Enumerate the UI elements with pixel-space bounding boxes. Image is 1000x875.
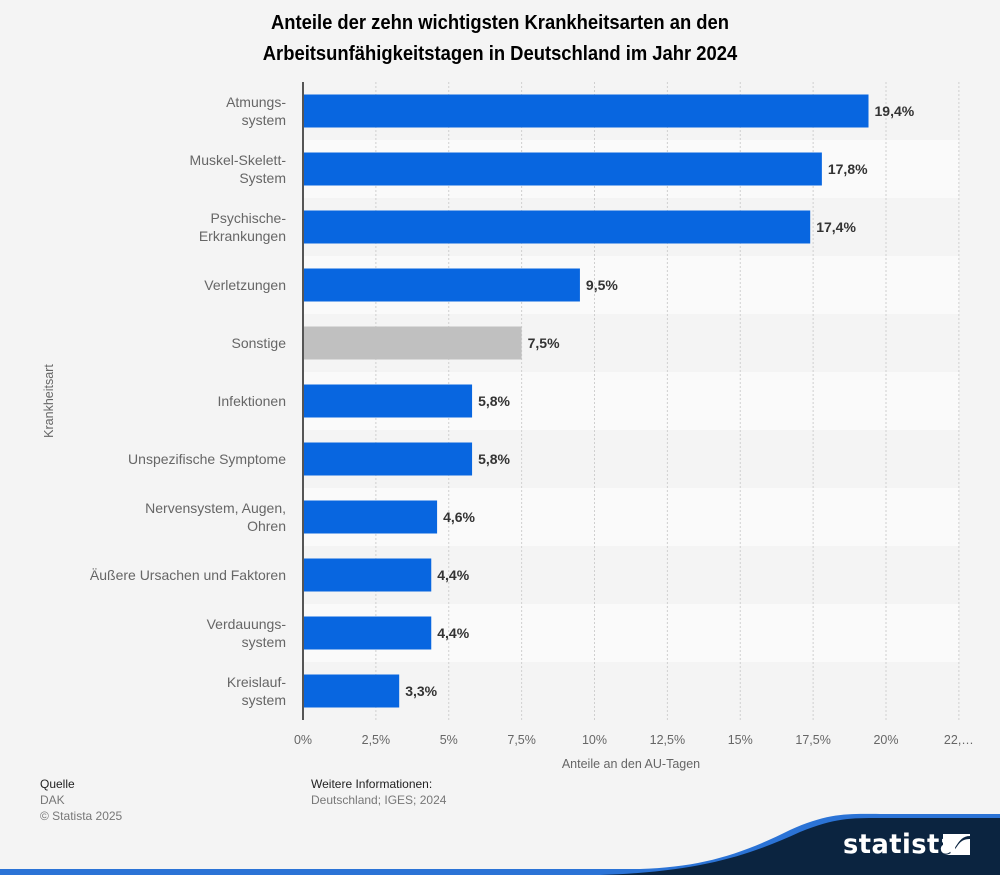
value-label: 9,5% (586, 277, 618, 293)
info-heading: Weitere Informationen: (311, 777, 433, 791)
bar (303, 268, 580, 302)
value-label: 19,4% (875, 103, 915, 119)
bar (303, 94, 869, 128)
x-tick-label: 12,5% (650, 733, 685, 747)
category-label: Sonstige (232, 335, 287, 351)
category-label: Atmungs-system (226, 94, 286, 128)
chart-title: Anteile der zehn wichtigsten Krankheitsa… (40, 8, 960, 70)
source-value[interactable]: DAK (40, 793, 65, 807)
bar (303, 326, 522, 360)
bar (303, 442, 473, 476)
x-tick-label: 5% (440, 733, 458, 747)
value-label: 5,8% (478, 393, 510, 409)
category-label-line: Nervensystem, Augen, (145, 500, 286, 516)
category-label-line: Sonstige (232, 335, 287, 351)
copyright: © Statista 2025 (40, 809, 123, 823)
x-tick-label: 7,5% (507, 733, 536, 747)
statista-logo-text[interactable]: statista (843, 829, 958, 860)
category-label: Kreislauf-system (227, 674, 286, 708)
category-label-line: System (239, 170, 286, 186)
bar (303, 558, 432, 592)
row-stripe (303, 662, 959, 720)
statista-logo-icon[interactable] (943, 834, 970, 855)
x-axis-title: Anteile an den AU-Tagen (562, 757, 700, 771)
x-tick-label: 0% (294, 733, 312, 747)
info-value: Deutschland; IGES; 2024 (311, 793, 447, 807)
category-label-line: Verletzungen (204, 277, 286, 293)
value-label: 5,8% (478, 451, 510, 467)
category-label-line: Erkrankungen (199, 228, 286, 244)
value-label: 3,3% (405, 683, 437, 699)
chart-title-line-1: Anteile der zehn wichtigsten Krankheitsa… (270, 12, 730, 34)
value-label: 7,5% (528, 335, 560, 351)
bar (303, 384, 473, 418)
bar (303, 210, 811, 244)
x-tick-label: 10% (582, 733, 607, 747)
chart-title-line-2: Arbeitsunfähigkeitstagen in Deutschland … (262, 43, 738, 65)
category-label: Muskel-Skelett- System (190, 152, 287, 186)
bar-chart: Atmungs-system Muskel-Skelett- System Psych… (42, 82, 974, 771)
brand-wave-dark (600, 818, 1000, 875)
source-block: Quelle DAK © Statista 2025 (40, 776, 122, 824)
category-label-line: system (242, 112, 286, 128)
category-label-line: Kreislauf- (227, 674, 286, 690)
value-label: 4,6% (443, 509, 475, 525)
category-label-line: system (242, 692, 286, 708)
category-label: Unspezifische Symptome (128, 451, 286, 467)
value-label: 17,8% (828, 161, 868, 177)
bar (303, 500, 438, 534)
category-label-line: Äußere Ursachen und Faktoren (90, 567, 286, 583)
x-tick-label: 22,… (944, 733, 974, 747)
category-label-line: Ohren (247, 518, 286, 534)
category-label-line: Unspezifische Symptome (128, 451, 286, 467)
category-label-line: system (242, 634, 286, 650)
bar (303, 674, 400, 708)
y-axis-title: Krankheitsart (42, 364, 56, 438)
x-tick-label: 17,5% (795, 733, 830, 747)
x-tick-label: 20% (873, 733, 898, 747)
bar (303, 152, 822, 186)
x-tick-label: 15% (728, 733, 753, 747)
x-tick-label: 2,5% (362, 733, 391, 747)
value-label: 17,4% (816, 219, 856, 235)
source-heading: Quelle (40, 777, 75, 791)
bar (303, 616, 432, 650)
category-label: Verdauungs-system (207, 616, 287, 650)
info-block: Weitere Informationen: Deutschland; IGES… (311, 776, 446, 808)
category-label: Nervensystem, Augen, Ohren (145, 500, 286, 534)
category-label: Psychische- Erkrankungen (199, 210, 287, 244)
value-label: 4,4% (437, 625, 469, 641)
category-label-line: Atmungs- (226, 94, 286, 110)
category-label: Verletzungen (204, 277, 286, 293)
value-label: 4,4% (437, 567, 469, 583)
category-label: Infektionen (218, 393, 287, 409)
brand-banner (0, 813, 1000, 875)
category-label-line: Muskel-Skelett- (190, 152, 287, 168)
category-label-line: Psychische- (211, 210, 287, 226)
category-label-line: Verdauungs- (207, 616, 287, 632)
category-label-line: Infektionen (218, 393, 287, 409)
category-label: Äußere Ursachen und Faktoren (90, 567, 286, 583)
